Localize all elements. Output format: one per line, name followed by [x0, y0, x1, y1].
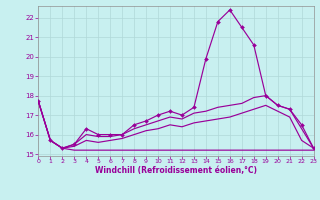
X-axis label: Windchill (Refroidissement éolien,°C): Windchill (Refroidissement éolien,°C)	[95, 166, 257, 175]
